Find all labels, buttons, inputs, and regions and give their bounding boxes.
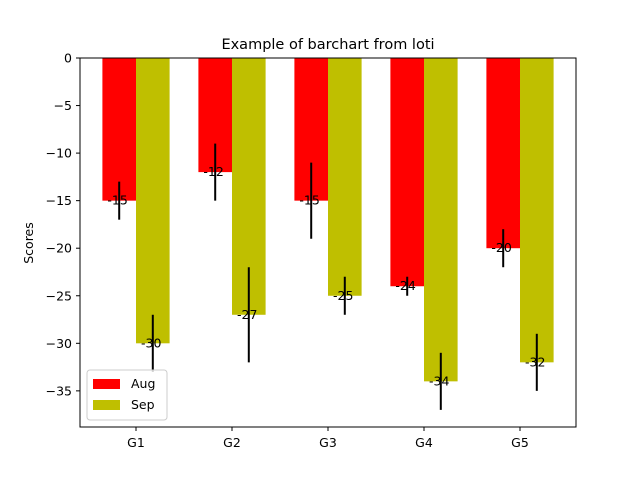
data-label-aug-g3: -15: [299, 193, 319, 208]
data-label-aug-g5: -20: [491, 240, 511, 255]
bar-aug-g5: [486, 58, 520, 249]
data-label-sep-g4: -34: [429, 373, 449, 388]
bar-sep-g5: [520, 58, 554, 363]
x-tick-label-g3: G3: [319, 435, 337, 450]
y-axis-label: Scores: [21, 222, 36, 264]
legend: Aug Sep: [86, 369, 168, 421]
x-tick-label-g5: G5: [511, 435, 529, 450]
x-tick-label-g4: G4: [415, 435, 433, 450]
data-label-sep-g5: -32: [525, 354, 545, 369]
legend-swatch-sep: [93, 400, 120, 410]
y-tick-label: 0: [64, 51, 72, 66]
legend-swatch-aug: [93, 379, 120, 389]
data-label-sep-g1: -30: [141, 335, 161, 350]
bar-sep-g1: [136, 58, 170, 344]
y-tick-label: −25: [46, 288, 72, 303]
y-tick-label: −15: [46, 193, 72, 208]
data-label-sep-g2: -27: [237, 307, 257, 322]
data-label-aug-g1: -15: [107, 193, 127, 208]
y-tick-label: −10: [46, 146, 72, 161]
y-tick-label: −5: [54, 98, 72, 113]
x-axis: G1 G2 G3 G4 G5: [127, 427, 529, 450]
y-tick-label: −20: [46, 241, 72, 256]
legend-label-sep: Sep: [131, 397, 155, 412]
y-axis: 0 −5 −10 −15 −20 −25 −30 −35: [46, 51, 80, 398]
data-labels-layer: -15 -30 -12 -27 -15 -25 -24 -34 -20 -32: [107, 164, 545, 388]
bar-aug-g1: [102, 58, 136, 201]
errorbars-layer: [118, 143, 538, 410]
x-tick-label-g1: G1: [127, 435, 145, 450]
y-tick-label: −35: [46, 383, 72, 398]
bar-sep-g3: [328, 58, 362, 296]
data-label-sep-g3: -25: [333, 288, 353, 303]
y-tick-label: −30: [46, 336, 72, 351]
bar-aug-g4: [390, 58, 424, 287]
legend-label-aug: Aug: [131, 376, 155, 391]
chart-title: Example of barchart from loti: [221, 37, 434, 53]
data-label-aug-g4: -24: [395, 278, 415, 293]
bar-sep-g4: [424, 58, 458, 382]
data-label-aug-g2: -12: [203, 164, 223, 179]
x-tick-label-g2: G2: [223, 435, 241, 450]
